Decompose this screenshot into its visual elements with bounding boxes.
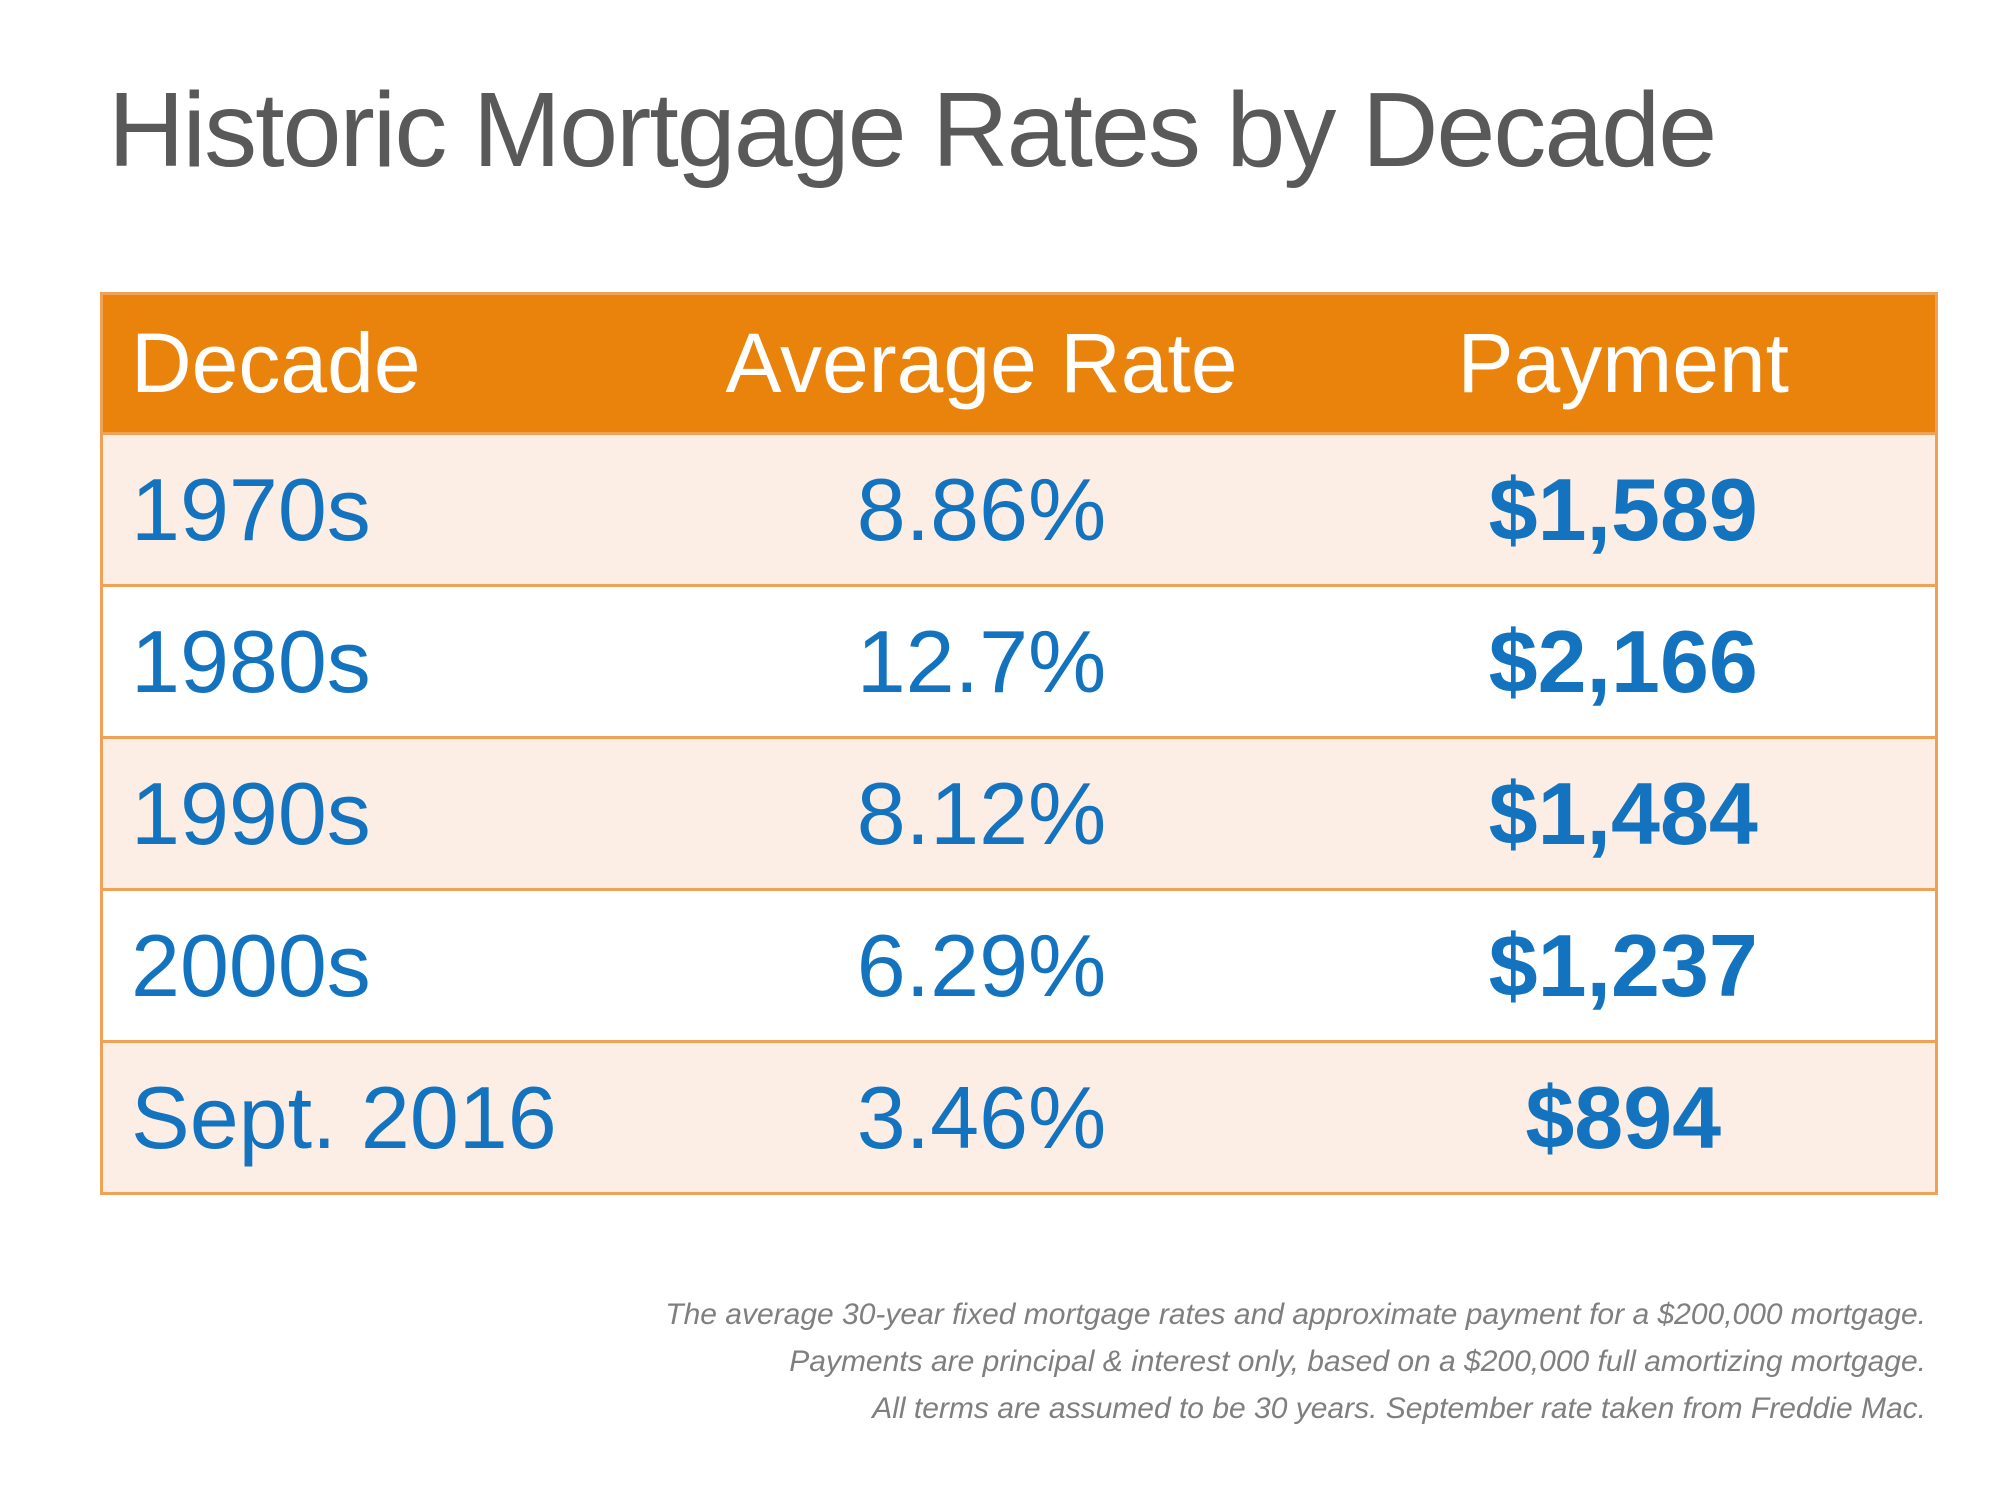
table-row: 2000s 6.29% $1,237	[101, 888, 1937, 1043]
footnote-line: Payments are principal & interest only, …	[789, 1344, 1926, 1378]
rate-cell: 8.12%	[651, 736, 1312, 891]
table-row: 1990s 8.12% $1,484	[101, 736, 1937, 891]
decade-cell: 1990s	[101, 736, 652, 891]
payment-cell: $2,166	[1311, 584, 1937, 739]
rate-cell: 3.46%	[651, 1040, 1312, 1195]
table-row: Sept. 2016 3.46% $894	[101, 1040, 1937, 1195]
table-row: 1970s 8.86% $1,589	[101, 432, 1937, 587]
header-row: Decade Average Rate Payment	[101, 292, 1937, 435]
payment-cell: $1,484	[1311, 736, 1937, 891]
payment-cell: $1,237	[1311, 888, 1937, 1043]
table-header: Decade Average Rate Payment	[101, 292, 1937, 435]
payment-cell: $894	[1311, 1040, 1937, 1195]
mortgage-rates-table: Decade Average Rate Payment 1970s 8.86% …	[100, 292, 1938, 1195]
decade-cell: 1970s	[101, 432, 652, 587]
table-row: 1980s 12.7% $2,166	[101, 584, 1937, 739]
table-body: 1970s 8.86% $1,589 1980s 12.7% $2,166 19…	[101, 432, 1937, 1195]
header-average-rate: Average Rate	[651, 292, 1312, 435]
rate-cell: 8.86%	[651, 432, 1312, 587]
footnote: The average 30-year fixed mortgage rates…	[326, 1292, 1926, 1432]
payment-cell: $1,589	[1311, 432, 1937, 587]
header-decade: Decade	[101, 292, 652, 435]
rate-cell: 6.29%	[651, 888, 1312, 1043]
decade-cell: 1980s	[101, 584, 652, 739]
footnote-line: The average 30-year fixed mortgage rates…	[665, 1298, 1926, 1331]
page-title: Historic Mortgage Rates by Decade	[108, 71, 1717, 189]
decade-cell: 2000s	[101, 888, 652, 1043]
rate-cell: 12.7%	[651, 584, 1312, 739]
decade-cell: Sept. 2016	[101, 1040, 652, 1195]
header-payment: Payment	[1311, 292, 1937, 435]
footnote-line: All terms are assumed to be 30 years. Se…	[872, 1391, 1926, 1425]
